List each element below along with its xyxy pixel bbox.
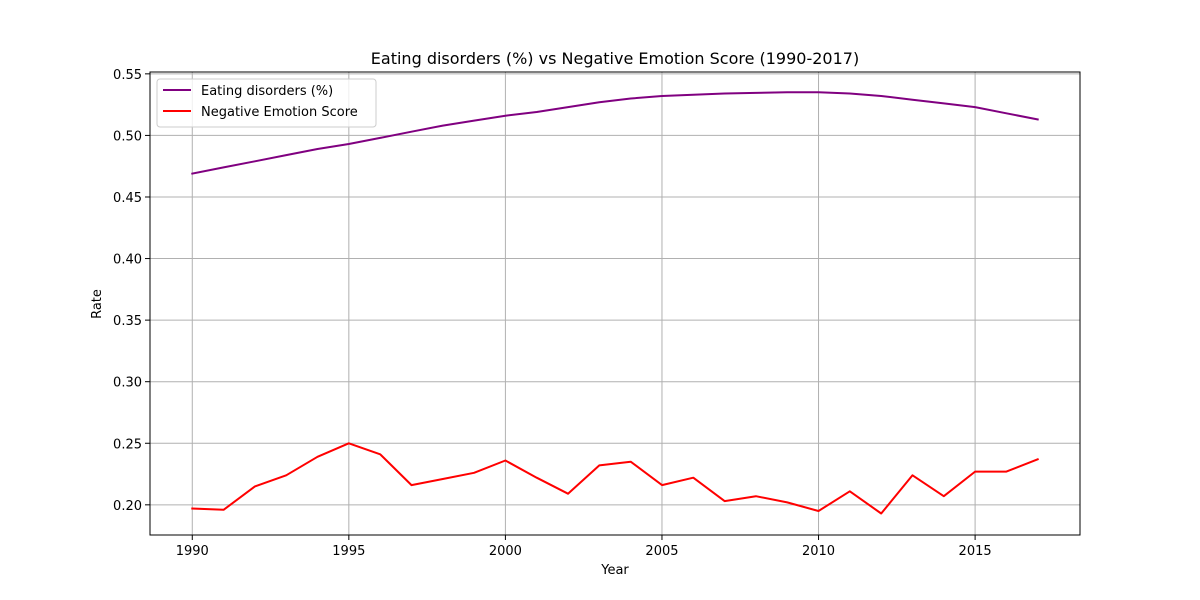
legend-label-negative-emotion: Negative Emotion Score bbox=[201, 105, 358, 120]
y-tick-label: 0.45 bbox=[113, 191, 142, 206]
x-tick-label: 2005 bbox=[645, 544, 678, 559]
legend: Eating disorders (%) Negative Emotion Sc… bbox=[156, 78, 377, 128]
series-line-eating-disorders bbox=[191, 91, 1039, 175]
gridlines bbox=[150, 72, 1080, 535]
legend-box bbox=[156, 78, 377, 128]
legend-label-eating-disorders: Eating disorders (%) bbox=[201, 84, 333, 99]
y-tick-label: 0.50 bbox=[113, 129, 142, 144]
series-lines bbox=[191, 91, 1039, 515]
plot-frame bbox=[149, 71, 1081, 536]
y-tick-label: 0.25 bbox=[113, 437, 142, 452]
y-tick-label: 0.35 bbox=[113, 314, 142, 329]
chart-title: Eating disorders (%) vs Negative Emotion… bbox=[371, 49, 859, 68]
x-tick-label: 2015 bbox=[959, 544, 992, 559]
x-tick-label: 2000 bbox=[489, 544, 522, 559]
axis-ticks: 1990 1995 2000 2005 2010 2015 0.20 0.25 0.30 0.35… bbox=[113, 68, 992, 559]
y-axis-title: Rate bbox=[90, 289, 105, 319]
x-axis-title: Year bbox=[600, 563, 629, 578]
series-line-negative-emotion bbox=[191, 442, 1039, 515]
y-tick-label: 0.55 bbox=[113, 68, 142, 83]
y-tick-label: 0.40 bbox=[113, 253, 142, 268]
x-tick-label: 1995 bbox=[332, 544, 365, 559]
x-tick-label: 1990 bbox=[176, 544, 209, 559]
x-tick-label: 2010 bbox=[802, 544, 835, 559]
y-tick-label: 0.20 bbox=[113, 499, 142, 514]
y-tick-label: 0.30 bbox=[113, 376, 142, 391]
